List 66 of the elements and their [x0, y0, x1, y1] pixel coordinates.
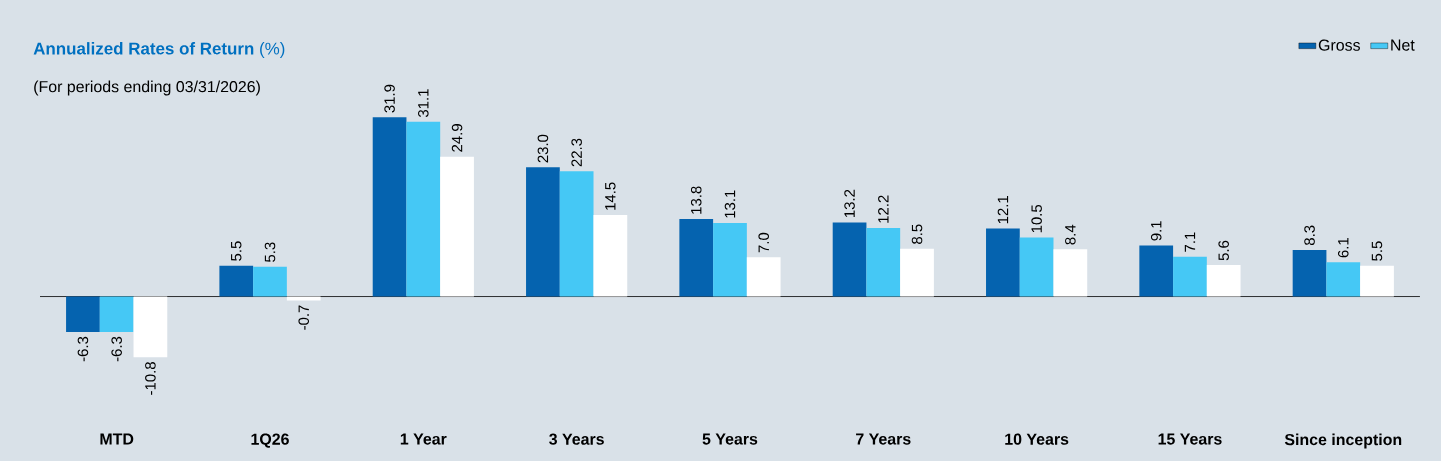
data-label: 7.1	[1184, 232, 1196, 252]
data-label: 5.6	[1218, 240, 1229, 261]
data-label: 14.5	[605, 182, 616, 210]
data-label: 8.5	[911, 224, 923, 244]
bar	[679, 219, 714, 297]
bar	[1019, 237, 1054, 297]
x-tick-label: 3 Years	[549, 433, 604, 445]
data-label: 13.2	[844, 189, 855, 218]
data-label: -6.3	[77, 336, 89, 362]
x-tick-label: Since inception	[1284, 433, 1402, 449]
data-label: 8.4	[1065, 224, 1076, 245]
bar	[1206, 265, 1241, 297]
bar	[1326, 262, 1361, 297]
data-label: 13.1	[724, 190, 736, 218]
data-label: 23.0	[537, 134, 549, 163]
data-label: 12.1	[997, 196, 1009, 224]
x-tick-label: 1Q26	[251, 433, 289, 448]
x-tick-label: 15 Years	[1158, 433, 1222, 445]
data-label: -10.8	[145, 362, 156, 395]
bar	[1053, 249, 1088, 297]
bar	[133, 296, 168, 358]
bar	[406, 121, 441, 297]
data-label: 24.9	[451, 124, 463, 152]
bar	[866, 228, 901, 297]
data-label: 10.5	[1031, 204, 1042, 233]
bar	[219, 265, 254, 297]
data-label: 8.3	[1304, 225, 1315, 246]
bar	[526, 167, 560, 297]
data-label: 13.8	[690, 186, 702, 214]
data-label: 7.0	[758, 232, 769, 253]
data-label: 5.3	[264, 242, 276, 262]
bar	[66, 296, 100, 332]
bar	[713, 222, 747, 297]
bar	[440, 156, 474, 297]
chart-subtitle: (For periods ending 03/31/2026)	[34, 80, 260, 96]
data-label: -0.7	[298, 305, 310, 330]
data-label: 31.1	[418, 89, 429, 118]
x-tick-label: 1 Year	[400, 433, 447, 445]
bar	[1139, 245, 1174, 297]
data-label: 31.9	[384, 84, 395, 113]
x-tick-label: 10 Years	[1005, 433, 1069, 445]
x-tick-label: MTD	[100, 433, 134, 445]
x-tick-label: 5 Years	[702, 433, 758, 445]
bar	[559, 171, 594, 297]
bar	[593, 215, 628, 297]
bar	[1173, 256, 1207, 297]
bar	[99, 296, 134, 332]
bar	[1292, 249, 1327, 297]
data-label: 5.5	[231, 241, 242, 261]
data-label: 22.3	[571, 138, 582, 167]
bar	[253, 266, 287, 297]
bar	[746, 257, 781, 297]
data-label: 12.2	[878, 195, 889, 223]
data-label: 5.5	[1371, 241, 1383, 261]
legend-label: Net	[1391, 39, 1415, 51]
bar	[372, 117, 407, 297]
data-label: -6.3	[111, 336, 122, 362]
x-tick-label: 7 Years	[856, 433, 911, 445]
bar	[1360, 265, 1394, 297]
bar	[900, 248, 934, 297]
bar	[986, 228, 1020, 297]
legend-label: Gross	[1318, 39, 1360, 51]
data-label: 6.1	[1337, 238, 1349, 258]
data-label: 9.1	[1150, 221, 1162, 241]
bar	[832, 222, 867, 297]
chart-title: Annualized Rates of Return (%)	[33, 42, 285, 58]
